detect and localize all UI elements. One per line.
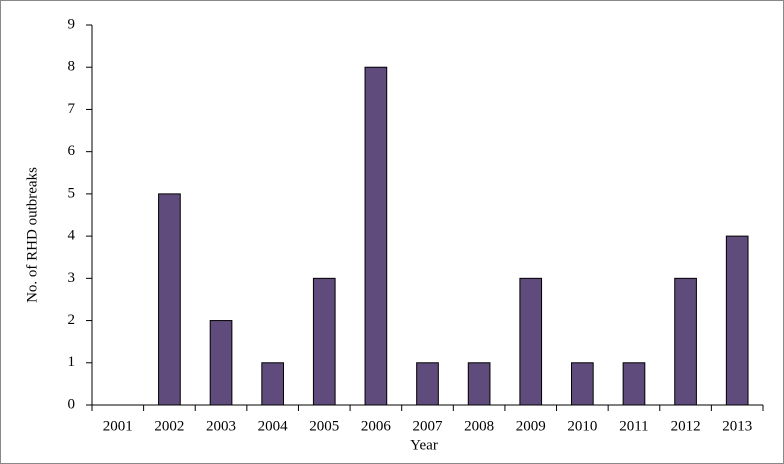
x-tick-label: 2010: [567, 418, 597, 434]
x-tick-label: 2009: [516, 418, 546, 434]
bar: [364, 66, 388, 406]
bar: [158, 193, 181, 406]
y-tick-label: 3: [68, 270, 76, 286]
x-tick-label: 2008: [464, 418, 494, 434]
x-tick-label: 2001: [103, 418, 133, 434]
x-tick-label: 2005: [309, 418, 339, 434]
bar: [416, 362, 439, 406]
bar: [467, 362, 491, 406]
x-tick-label: 2012: [671, 418, 701, 434]
bar: [674, 277, 697, 406]
y-tick-label: 1: [68, 354, 76, 370]
bar: [622, 362, 646, 406]
x-tick-label: 2013: [722, 418, 752, 434]
y-tick-label: 0: [68, 396, 76, 412]
y-tick-label: 7: [68, 101, 76, 117]
y-tick-label: 5: [68, 185, 76, 201]
y-tick-label: 4: [68, 228, 76, 244]
x-tick-label: 2002: [154, 418, 184, 434]
y-tick-label: 6: [68, 143, 76, 159]
y-tick-label: 2: [68, 312, 76, 328]
x-axis-title: Year: [410, 437, 438, 453]
bar: [261, 362, 284, 406]
x-tick-label: 2006: [361, 418, 392, 434]
x-tick-label: 2004: [258, 418, 289, 434]
bar: [571, 362, 594, 406]
bar: [725, 235, 749, 406]
y-tick-label: 9: [68, 16, 76, 32]
y-tick-label: 8: [68, 59, 76, 75]
x-tick-label: 2003: [206, 418, 236, 434]
y-axis-title: No. of RHD outbreaks: [24, 167, 40, 303]
bar: [209, 320, 233, 406]
bar: [312, 277, 336, 406]
bar: [519, 277, 543, 406]
x-tick-label: 2007: [413, 418, 444, 434]
x-tick-label: 2011: [619, 418, 648, 434]
